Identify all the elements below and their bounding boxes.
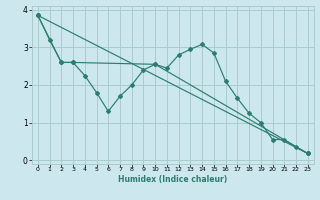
X-axis label: Humidex (Indice chaleur): Humidex (Indice chaleur) xyxy=(118,175,228,184)
